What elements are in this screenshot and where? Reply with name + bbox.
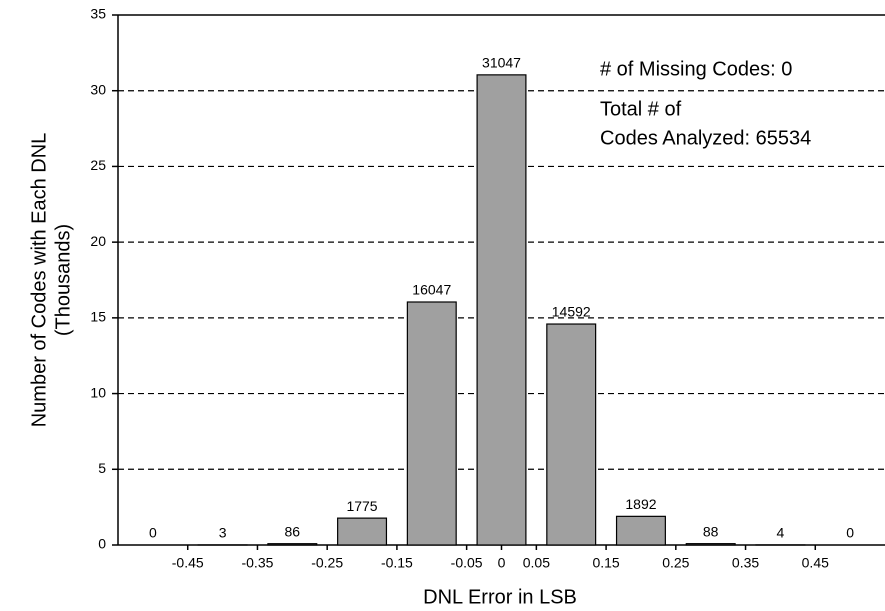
annotation: Total # of xyxy=(600,98,682,120)
bar xyxy=(337,517,388,546)
y-tick-label: 10 xyxy=(90,384,106,400)
value-label: 1775 xyxy=(346,498,377,514)
value-label: 0 xyxy=(149,525,157,541)
value-label: 31047 xyxy=(482,55,521,71)
x-tick-label: 0.35 xyxy=(732,555,759,571)
bar xyxy=(476,74,527,546)
x-tick-label: 0.25 xyxy=(662,555,689,571)
x-tick-label: -0.35 xyxy=(241,555,273,571)
y-tick-label: 5 xyxy=(98,460,106,476)
value-label: 0 xyxy=(846,525,854,541)
x-tick-label: 0.15 xyxy=(592,555,619,571)
value-label: 3 xyxy=(219,525,227,541)
value-label: 16047 xyxy=(412,282,451,298)
y-tick-label: 35 xyxy=(90,6,106,22)
y-axis-title: Number of Codes with Each DNL xyxy=(28,133,50,428)
bar xyxy=(406,301,457,546)
value-label: 4 xyxy=(777,525,785,541)
x-tick-label: 0.05 xyxy=(523,555,550,571)
bar xyxy=(267,543,318,546)
x-tick-label: -0.25 xyxy=(311,555,343,571)
y-tick-label: 0 xyxy=(98,536,106,552)
x-tick-label: -0.15 xyxy=(381,555,413,571)
value-label: 88 xyxy=(703,523,719,539)
x-axis-title: DNL Error in LSB xyxy=(423,586,577,608)
y-axis-title: (Thousands) xyxy=(52,224,74,336)
y-tick-label: 30 xyxy=(90,81,106,97)
annotation: Codes Analyzed: 65534 xyxy=(600,127,811,149)
value-label: 14592 xyxy=(552,304,591,320)
y-tick-label: 20 xyxy=(90,233,106,249)
value-label: 1892 xyxy=(625,496,656,512)
x-tick-label: 0.45 xyxy=(802,555,829,571)
annotation: # of Missing Codes: 0 xyxy=(600,58,792,80)
x-tick-label: 0 xyxy=(498,555,506,571)
y-tick-label: 25 xyxy=(90,157,106,173)
value-label: 86 xyxy=(285,523,301,539)
bar xyxy=(546,323,597,546)
bar xyxy=(615,515,666,546)
y-tick-label: 15 xyxy=(90,309,106,325)
bar xyxy=(685,543,736,546)
x-tick-label: -0.05 xyxy=(451,555,483,571)
x-tick-label: -0.45 xyxy=(172,555,204,571)
